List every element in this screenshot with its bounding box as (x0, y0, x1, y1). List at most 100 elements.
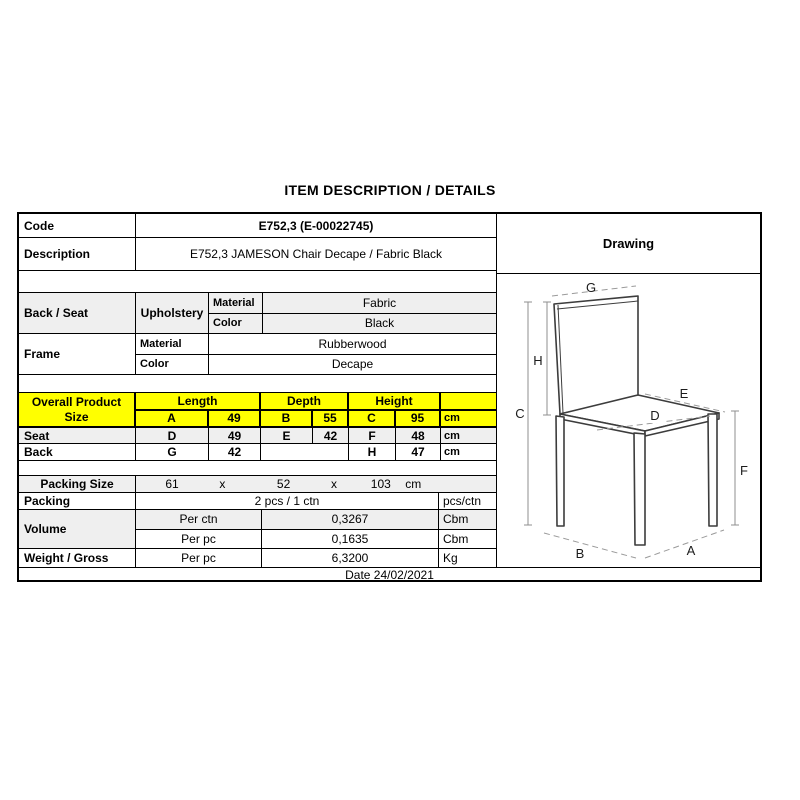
size-header-row: Length Depth Height (136, 393, 496, 411)
description-row: Description E752,3 JAMESON Chair Decape … (19, 238, 496, 271)
spec-table: Code E752,3 (E-00022745) Description E75… (17, 212, 762, 582)
frame-color-value: Decape (331, 357, 374, 372)
length-header: Length (136, 393, 261, 409)
frame-block: Frame Material Rubberwood Color Decape (19, 334, 496, 375)
frame-label: Frame (19, 334, 136, 374)
volume-per-ctn-row: Per ctn 0,3267 Cbm (136, 510, 496, 530)
packing-size-d: 52 (276, 477, 291, 491)
frame-material-key: Material (136, 334, 209, 354)
spec-table-main: Code E752,3 (E-00022745) Description E75… (19, 214, 760, 567)
drawing-dim-g-label: G (586, 280, 596, 295)
spacer-row (19, 375, 496, 393)
weight-row: Weight / Gross Per pc 6,3200 Kg (19, 549, 496, 567)
chair-drawing: G H C E D F B A (515, 280, 748, 561)
dim-e-key: E (261, 428, 313, 443)
dim-h-key: H (349, 444, 396, 460)
back-empty-cell (261, 444, 349, 460)
description-label: Description (19, 238, 136, 270)
packing-row: Packing 2 pcs / 1 ctn pcs/ctn (19, 493, 496, 510)
packing-size-label: Packing Size (19, 476, 136, 492)
drawing-dim-f-label: F (740, 463, 748, 478)
back-seat-color-row: Color Black (209, 313, 496, 333)
depth-header: Depth (261, 393, 349, 409)
dim-a-value: 49 (209, 410, 261, 426)
frame-color-key: Color (136, 354, 209, 374)
weight-label: Weight / Gross (19, 549, 136, 567)
dim-c-value: 95 (396, 410, 441, 426)
back-row: Back G 42 H 47 cm (19, 444, 496, 461)
drawing-dim-e-label: E (680, 386, 689, 401)
dim-h-value: 47 (396, 444, 441, 460)
drawing-header: Drawing (497, 214, 760, 274)
weight-unit: Kg (443, 551, 458, 565)
dim-b-key: B (261, 410, 313, 426)
frame-material-value: Rubberwood (318, 336, 387, 351)
seat-unit: cm (444, 429, 460, 442)
drawing-area: G H C E D F B A (497, 274, 760, 567)
drawing-dim-h-label: H (533, 353, 542, 368)
back-seat-material-row: Material Fabric (209, 293, 496, 314)
packing-value: 2 pcs / 1 ctn (136, 493, 439, 509)
volume-per-pc-row: Per pc 0,1635 Cbm (136, 529, 496, 548)
dim-a-key: A (136, 410, 209, 426)
label-halo (646, 408, 664, 423)
height-header: Height (349, 393, 441, 409)
back-seat-material-value: Fabric (362, 295, 397, 310)
weight-value: 6,3200 (262, 549, 439, 567)
dim-c-key: C (349, 410, 396, 426)
code-value: E752,3 (E-00022745) (258, 218, 374, 233)
seat-row: Seat D 49 E 42 F 48 cm (19, 428, 496, 444)
volume-per-ctn-key: Per ctn (136, 510, 262, 529)
back-seat-color-value: Black (364, 316, 395, 331)
drawing-dim-a-label: A (687, 543, 696, 558)
upholstery-cell: Upholstery (136, 293, 209, 333)
spec-columns: Code E752,3 (E-00022745) Description E75… (19, 214, 497, 567)
overall-size-label: Overall Product Size (19, 393, 136, 426)
volume-block: Volume Per ctn 0,3267 Cbm Per pc 0,1635 … (19, 510, 496, 549)
overall-unit: cm (441, 410, 496, 426)
packing-label: Packing (19, 493, 136, 509)
packing-size-unit: cm (405, 477, 422, 491)
packing-size-x1: x (219, 477, 226, 491)
overall-size-block: Overall Product Size Length Depth Height… (19, 393, 496, 428)
packing-unit: pcs/ctn (443, 494, 482, 508)
code-label: Code (19, 214, 136, 237)
dim-g-value: 42 (209, 444, 261, 460)
description-value: E752,3 JAMESON Chair Decape / Fabric Bla… (189, 247, 443, 261)
size-header-unit-cell (441, 393, 496, 409)
drawing-dim-c-label: C (515, 406, 524, 421)
dim-f-key: F (349, 428, 396, 443)
dim-d-value: 49 (209, 428, 261, 443)
volume-label: Volume (19, 510, 136, 548)
back-seat-block: Back / Seat Upholstery Material Fabric C… (19, 293, 496, 334)
volume-per-ctn-unit: Cbm (443, 512, 469, 527)
overall-values-row: A 49 B 55 C 95 cm (136, 410, 496, 426)
frame-color-row: Color Decape (136, 354, 496, 374)
drawing-column: Drawing (497, 214, 760, 567)
volume-per-ctn-value: 0,3267 (262, 510, 439, 529)
back-seat-material-key: Material (209, 293, 263, 313)
volume-per-pc-value: 0,1635 (262, 529, 439, 548)
back-seat-color-key: Color (209, 313, 263, 333)
volume-per-pc-key: Per pc (136, 529, 262, 548)
packing-size-values: 61 x 52 x 103 cm (136, 476, 496, 492)
code-row: Code E752,3 (E-00022745) (19, 214, 496, 238)
volume-per-pc-unit: Cbm (443, 531, 469, 546)
dim-b-value: 55 (313, 410, 349, 426)
dim-e-value: 42 (313, 428, 349, 443)
back-unit: cm (444, 446, 460, 458)
date-row: Date 24/02/2021 (19, 567, 760, 582)
packing-size-h: 103 (370, 477, 391, 491)
spacer-row (19, 461, 496, 476)
frame-material-row: Material Rubberwood (136, 334, 496, 355)
packing-size-w: 61 (165, 477, 179, 491)
drawing-dim-b-label: B (576, 546, 585, 561)
dim-f-value: 48 (396, 428, 441, 443)
seat-label: Seat (19, 428, 136, 443)
dim-d-key: D (136, 428, 209, 443)
packing-size-row: Packing Size 61 x 52 x 103 cm (19, 476, 496, 493)
back-seat-label: Back / Seat (19, 293, 136, 333)
packing-size-x2: x (331, 477, 337, 491)
dim-g-key: G (136, 444, 209, 460)
